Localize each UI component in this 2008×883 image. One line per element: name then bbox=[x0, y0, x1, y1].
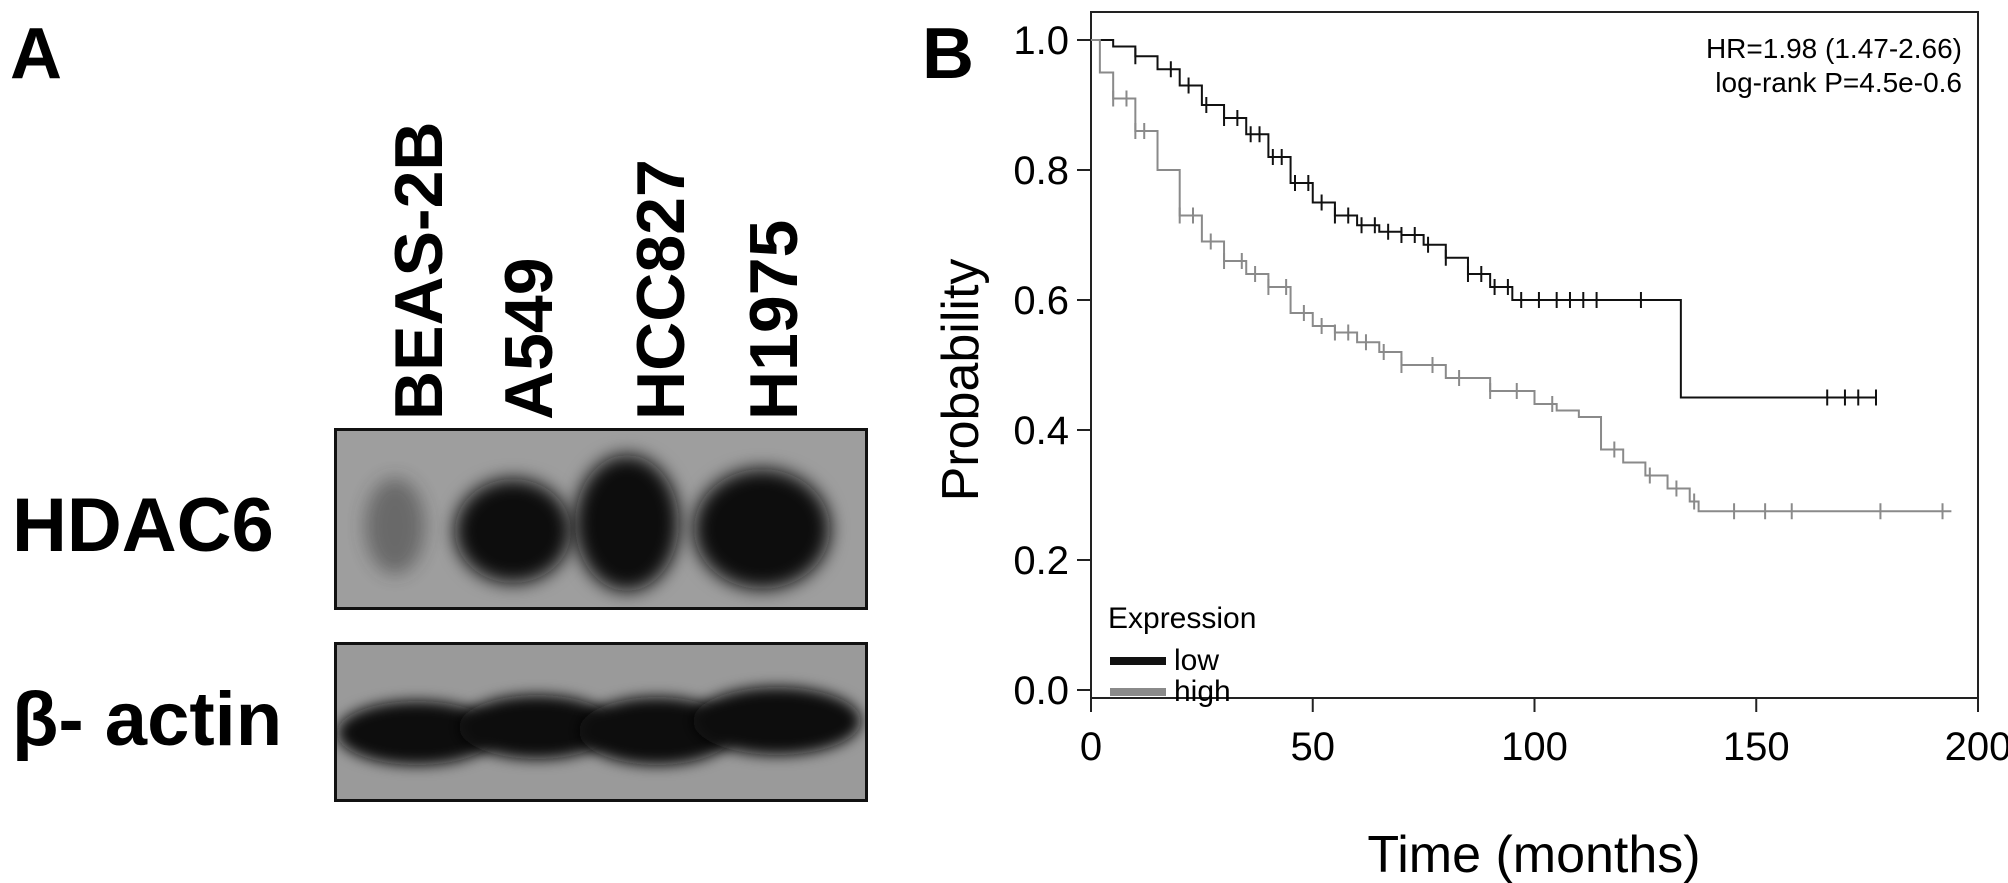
y-tick-label: 0.4 bbox=[1013, 409, 1069, 453]
panel-b-letter: B bbox=[922, 14, 974, 94]
band-actin-beas-2b bbox=[337, 701, 497, 765]
curves bbox=[1091, 39, 1952, 520]
lane-label-h1975: H1975 bbox=[736, 219, 812, 420]
km-curve-high bbox=[1091, 39, 1952, 513]
hr-annotation: HR=1.98 (1.47-2.66) bbox=[1706, 33, 1962, 64]
band-hdac6-a549 bbox=[455, 479, 571, 583]
legend-title: Expression bbox=[1108, 602, 1256, 635]
row-label-hdac6: HDAC6 bbox=[12, 483, 274, 568]
x-tick-label: 100 bbox=[1501, 725, 1568, 769]
x-tick-label: 150 bbox=[1723, 725, 1790, 769]
y-tick-label: 0.6 bbox=[1013, 279, 1069, 323]
km-chart: 0.0 0.2 0.4 0.6 0.8 1.0 0 50 100 150 200 HR=1.98 … bbox=[932, 11, 2008, 883]
legend-swatch-high bbox=[1110, 688, 1166, 696]
x-tick-label: 200 bbox=[1945, 725, 2008, 769]
legend-label-high: high bbox=[1174, 675, 1231, 708]
x-axis: 0 50 100 150 200 bbox=[1080, 698, 2008, 769]
blot-beta-actin bbox=[334, 642, 868, 802]
lane-label-beas-2b: BEAS-2B bbox=[381, 121, 457, 421]
row-label-beta-actin: β- actin bbox=[12, 677, 283, 762]
band-hdac6-h1975 bbox=[694, 469, 830, 589]
y-axis: 0.0 0.2 0.4 0.6 0.8 1.0 bbox=[1013, 19, 1091, 713]
band-hdac6-beas-2b bbox=[365, 478, 425, 574]
x-axis-title: Time (months) bbox=[1367, 826, 1700, 883]
y-tick-label: 0.0 bbox=[1013, 669, 1069, 713]
y-tick-label: 0.8 bbox=[1013, 149, 1069, 193]
y-axis-title: Probability bbox=[932, 259, 990, 502]
logrank-annotation: log-rank P=4.5e-0.6 bbox=[1715, 67, 1962, 98]
band-actin-a549 bbox=[459, 695, 615, 759]
legend-swatch-low bbox=[1110, 657, 1166, 665]
x-tick-label: 50 bbox=[1291, 725, 1336, 769]
km-curve-low bbox=[1091, 39, 1876, 399]
panel-a-letter: A bbox=[10, 14, 62, 94]
y-tick-label: 1.0 bbox=[1013, 19, 1069, 63]
lane-label-hcc827: HCC827 bbox=[623, 159, 699, 420]
lane-label-a549: A549 bbox=[491, 257, 567, 420]
y-tick-label: 0.2 bbox=[1013, 539, 1069, 583]
legend-label-low: low bbox=[1174, 644, 1219, 677]
band-actin-h1975 bbox=[693, 687, 861, 755]
blot-hdac6 bbox=[334, 428, 868, 610]
band-hdac6-hcc827 bbox=[575, 455, 679, 591]
x-tick-label: 0 bbox=[1080, 725, 1102, 769]
